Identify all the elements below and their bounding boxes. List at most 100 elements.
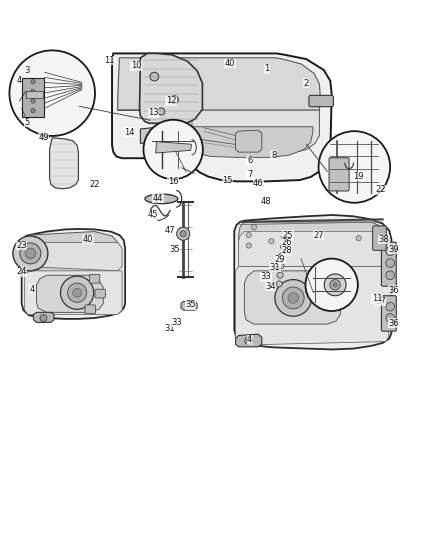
Text: 35: 35 (169, 245, 180, 254)
Circle shape (276, 281, 283, 287)
Circle shape (277, 272, 283, 278)
FancyBboxPatch shape (21, 78, 44, 117)
Polygon shape (26, 243, 122, 271)
Circle shape (150, 72, 159, 81)
Circle shape (278, 263, 284, 269)
Text: 4: 4 (16, 76, 21, 85)
Text: 23: 23 (16, 241, 27, 250)
FancyBboxPatch shape (95, 289, 106, 298)
Text: 2: 2 (304, 79, 309, 87)
Text: 7: 7 (247, 171, 252, 179)
Text: 4: 4 (247, 335, 252, 344)
Polygon shape (21, 229, 125, 319)
Text: 14: 14 (124, 127, 135, 136)
Polygon shape (36, 275, 103, 312)
Circle shape (25, 248, 35, 259)
FancyBboxPatch shape (89, 274, 100, 283)
Text: 15: 15 (223, 175, 233, 184)
Text: 33: 33 (261, 272, 272, 281)
Circle shape (144, 120, 203, 179)
Circle shape (10, 51, 95, 136)
Circle shape (31, 79, 35, 84)
Text: 36: 36 (388, 286, 399, 295)
Circle shape (283, 287, 304, 309)
Ellipse shape (145, 194, 178, 204)
Text: 37: 37 (375, 297, 386, 306)
Text: 27: 27 (313, 231, 324, 239)
Circle shape (158, 108, 165, 115)
Text: 6: 6 (247, 156, 252, 165)
Text: 13: 13 (148, 108, 159, 117)
Text: 44: 44 (152, 194, 163, 203)
Circle shape (386, 302, 395, 311)
FancyBboxPatch shape (309, 95, 333, 107)
Circle shape (386, 271, 395, 280)
Circle shape (31, 108, 35, 113)
Text: 31: 31 (269, 263, 280, 272)
Circle shape (386, 313, 395, 322)
Circle shape (356, 236, 361, 241)
Text: 31: 31 (165, 324, 175, 333)
Polygon shape (112, 53, 332, 181)
Circle shape (40, 314, 47, 321)
Circle shape (330, 280, 340, 290)
Polygon shape (239, 222, 386, 272)
Text: 1: 1 (265, 64, 270, 73)
Polygon shape (26, 91, 42, 98)
Text: 29: 29 (275, 255, 286, 264)
Text: 47: 47 (165, 226, 175, 235)
Text: 4: 4 (29, 285, 35, 294)
Circle shape (281, 244, 287, 250)
Circle shape (180, 231, 186, 237)
Text: 48: 48 (261, 197, 272, 206)
Text: 22: 22 (375, 185, 386, 194)
Circle shape (177, 227, 190, 240)
Text: 24: 24 (16, 267, 27, 276)
Circle shape (269, 239, 274, 244)
Text: 40: 40 (225, 59, 235, 68)
Circle shape (31, 89, 35, 94)
Polygon shape (26, 231, 118, 274)
Text: 16: 16 (168, 177, 178, 186)
Circle shape (251, 224, 257, 230)
FancyBboxPatch shape (381, 242, 396, 286)
Circle shape (324, 274, 346, 296)
Polygon shape (155, 142, 191, 153)
Circle shape (31, 99, 35, 103)
Circle shape (305, 259, 358, 311)
Polygon shape (25, 271, 122, 314)
Text: 36: 36 (388, 319, 399, 328)
Text: 26: 26 (281, 238, 292, 247)
Circle shape (333, 282, 337, 287)
FancyBboxPatch shape (329, 158, 349, 191)
Circle shape (386, 259, 395, 268)
Circle shape (282, 235, 288, 241)
Text: 11: 11 (104, 56, 114, 65)
Polygon shape (234, 215, 392, 350)
Text: 11: 11 (372, 294, 382, 303)
Polygon shape (236, 334, 262, 347)
Text: 35: 35 (185, 301, 196, 310)
Circle shape (318, 131, 390, 203)
Circle shape (386, 247, 395, 256)
Polygon shape (244, 271, 340, 324)
Circle shape (279, 253, 286, 259)
Circle shape (60, 276, 94, 309)
Polygon shape (140, 53, 202, 123)
Polygon shape (33, 312, 54, 322)
FancyBboxPatch shape (373, 226, 386, 251)
Polygon shape (181, 302, 197, 310)
Text: 22: 22 (89, 180, 100, 189)
Text: 28: 28 (281, 246, 292, 255)
Text: 10: 10 (131, 61, 141, 70)
Polygon shape (118, 58, 320, 110)
Circle shape (246, 232, 251, 238)
FancyBboxPatch shape (381, 296, 396, 331)
Circle shape (245, 337, 253, 345)
Text: 5: 5 (24, 118, 29, 127)
Circle shape (73, 288, 81, 297)
Text: 49: 49 (38, 133, 49, 142)
Circle shape (288, 293, 298, 303)
Circle shape (246, 243, 251, 248)
Text: 46: 46 (253, 179, 264, 188)
